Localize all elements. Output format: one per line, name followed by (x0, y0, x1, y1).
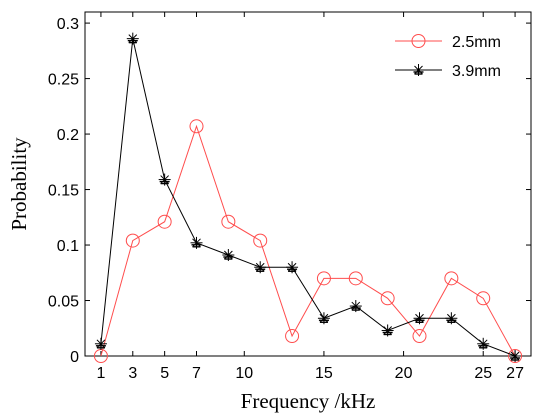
legend-entry: 3.9mm (395, 63, 501, 80)
x-tick-label: 27 (506, 365, 524, 382)
data-point (445, 312, 458, 325)
data-point (126, 32, 139, 45)
y-tick-label: 0 (70, 349, 79, 366)
x-tick-label: 5 (160, 365, 169, 382)
data-point (412, 329, 427, 344)
data-point (444, 271, 459, 286)
data-point (94, 337, 107, 350)
x-tick-label: 10 (235, 365, 253, 382)
data-point (286, 261, 299, 274)
data-point (221, 214, 236, 229)
y-axis-title: Probability (7, 137, 31, 231)
legend-label: 3.9mm (452, 63, 501, 80)
x-tick-label: 25 (474, 365, 492, 382)
x-tick-label: 7 (192, 365, 201, 382)
x-tick-label: 3 (128, 365, 137, 382)
series-layer (93, 32, 523, 363)
data-point (222, 249, 235, 262)
data-point (509, 350, 522, 362)
x-tick-labels: 1 3 5 7 10 15 20 25 27 (96, 365, 524, 382)
x-axis-title: Frequency /kHz (241, 389, 376, 413)
y-tick-label: 0.1 (57, 238, 79, 255)
data-point (253, 233, 268, 248)
data-point (158, 173, 171, 186)
data-point (157, 214, 172, 229)
legend-entry: 2.5mm (395, 34, 501, 51)
data-point (349, 300, 362, 313)
series-2.5mm (93, 119, 523, 363)
data-point (125, 233, 140, 248)
data-point (348, 271, 363, 286)
data-point (285, 329, 300, 344)
y-tick-label: 0.3 (57, 16, 79, 33)
data-point (413, 312, 426, 325)
data-point (380, 291, 395, 306)
y-tick-label: 0.2 (57, 127, 79, 144)
data-point (189, 119, 204, 134)
legend-marker (412, 64, 425, 76)
legend: 2.5mm 3.9mm (395, 34, 501, 80)
data-point (508, 349, 523, 363)
x-tick-label: 20 (395, 365, 413, 382)
legend-label: 2.5mm (452, 34, 501, 51)
y-tick-labels: 0 0.05 0.1 0.15 0.2 0.25 0.3 (48, 16, 79, 366)
y-tick-label: 0.15 (48, 183, 79, 200)
y-tick-label: 0.25 (48, 72, 79, 89)
x-tick-label: 15 (315, 365, 333, 382)
axis-ticks (85, 12, 531, 357)
y-tick-label: 0.05 (48, 294, 79, 311)
plot-frame (84, 11, 532, 357)
data-point (190, 236, 203, 249)
data-point (476, 291, 491, 306)
series-3.9mm (94, 32, 522, 362)
x-tick-label: 1 (96, 365, 105, 382)
data-point (317, 312, 330, 325)
data-point (254, 261, 267, 274)
data-point (381, 324, 394, 337)
data-point (316, 271, 331, 286)
series-line (100, 124, 516, 357)
legend-marker (411, 34, 426, 48)
data-point (477, 337, 490, 350)
